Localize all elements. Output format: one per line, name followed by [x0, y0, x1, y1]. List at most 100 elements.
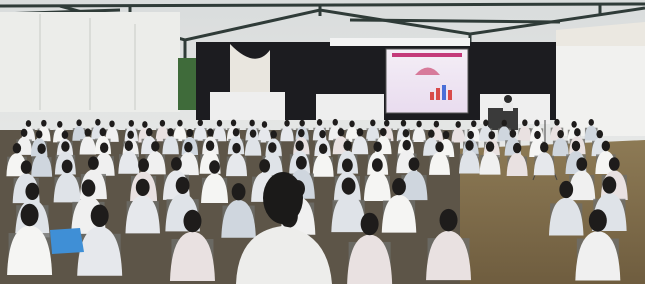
- head: [160, 120, 165, 127]
- head: [602, 176, 616, 193]
- head: [176, 177, 190, 194]
- head: [574, 128, 581, 136]
- head: [370, 120, 375, 127]
- head: [259, 159, 270, 173]
- head: [284, 120, 289, 127]
- head: [109, 120, 114, 127]
- head: [296, 156, 307, 170]
- head: [295, 140, 303, 151]
- head: [76, 119, 81, 126]
- photo: [0, 0, 645, 284]
- head: [298, 129, 305, 137]
- bag: [50, 228, 84, 254]
- head: [483, 119, 488, 126]
- head: [373, 141, 381, 152]
- head: [127, 131, 134, 139]
- head: [95, 119, 100, 126]
- head: [62, 160, 73, 174]
- head: [206, 141, 214, 152]
- head: [142, 121, 147, 128]
- head: [62, 131, 69, 139]
- head: [232, 183, 246, 200]
- speaker: [503, 103, 513, 111]
- head: [250, 129, 257, 137]
- head: [183, 210, 201, 233]
- head: [217, 120, 222, 127]
- head: [268, 142, 276, 153]
- head: [41, 120, 46, 127]
- head: [125, 140, 133, 151]
- head: [317, 119, 322, 126]
- head: [61, 141, 69, 152]
- head: [319, 130, 326, 138]
- head: [151, 141, 159, 152]
- head: [534, 131, 541, 139]
- head: [343, 140, 351, 151]
- head: [602, 141, 610, 152]
- head: [21, 204, 39, 227]
- head: [171, 157, 182, 171]
- projection-screen: [386, 49, 468, 113]
- head: [403, 129, 410, 137]
- head: [609, 157, 620, 171]
- head: [572, 141, 580, 152]
- head: [522, 119, 527, 126]
- head: [589, 119, 594, 126]
- head: [184, 142, 192, 153]
- head: [589, 209, 607, 232]
- head: [416, 121, 421, 128]
- head: [319, 144, 327, 155]
- head: [361, 213, 379, 236]
- head: [384, 120, 389, 127]
- page: (() => { const svg = document.getElement…: [0, 0, 645, 284]
- head: [232, 143, 240, 154]
- head: [571, 121, 576, 128]
- head: [299, 120, 304, 127]
- head: [596, 130, 603, 138]
- head: [262, 121, 267, 128]
- head: [372, 158, 383, 172]
- head: [435, 142, 443, 153]
- head: [25, 183, 39, 200]
- head: [270, 130, 277, 138]
- head: [36, 130, 43, 138]
- head: [502, 120, 507, 127]
- slide-heading: [392, 53, 462, 57]
- head: [513, 143, 521, 154]
- head: [554, 119, 559, 126]
- head: [167, 128, 174, 136]
- head: [403, 140, 411, 151]
- head: [440, 209, 458, 232]
- head: [82, 179, 96, 196]
- head: [486, 141, 494, 152]
- head: [198, 119, 203, 126]
- head: [263, 172, 303, 224]
- head: [465, 140, 473, 151]
- head: [249, 120, 254, 127]
- head: [534, 120, 539, 127]
- head: [209, 160, 220, 174]
- head: [510, 130, 517, 138]
- head: [187, 129, 194, 137]
- head: [455, 121, 460, 128]
- head: [467, 131, 474, 139]
- head: [26, 120, 31, 127]
- head: [488, 131, 495, 139]
- head: [21, 160, 32, 174]
- head: [443, 131, 450, 139]
- head: [559, 181, 573, 198]
- head: [85, 128, 92, 136]
- head: [342, 159, 353, 173]
- head: [136, 179, 150, 196]
- head: [129, 120, 134, 127]
- stage-panel: [210, 92, 285, 120]
- head: [434, 121, 439, 128]
- head: [409, 157, 420, 171]
- head: [57, 121, 62, 128]
- head: [471, 120, 476, 127]
- head: [349, 120, 354, 127]
- head: [100, 143, 108, 154]
- tent-wall-right: [556, 46, 645, 136]
- head: [233, 128, 240, 136]
- head: [88, 156, 99, 170]
